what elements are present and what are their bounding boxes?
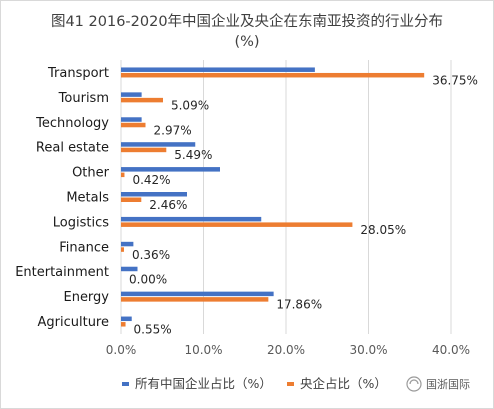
x-tick-label: 0.0% — [106, 343, 137, 357]
watermark-text: 国浙国际 — [426, 378, 470, 391]
category-label: Real estate — [36, 141, 109, 156]
data-label: 0.00% — [129, 273, 167, 287]
data-label: 0.42% — [132, 173, 170, 187]
legend-swatch-soe — [287, 382, 294, 386]
bar-all-companies — [121, 117, 142, 122]
bar-central-soe — [121, 297, 269, 302]
category-label: Other — [72, 166, 110, 181]
data-label: 17.86% — [276, 298, 322, 312]
data-label: 5.49% — [174, 148, 212, 162]
bar-all-companies — [121, 266, 138, 272]
category-label: Technology — [35, 116, 109, 131]
legend: 所有中国企业占比（%） 央企占比（%） — [122, 376, 387, 391]
data-label: 0.55% — [134, 323, 172, 337]
bar-all-companies — [121, 241, 134, 247]
chart-title: 图41 2016-2020年中国企业及央企在东南亚投资的行业分布 — [51, 12, 443, 30]
bar-central-soe — [121, 147, 167, 153]
bar-central-soe — [121, 247, 124, 252]
legend-label-soe: 央企占比（%） — [300, 376, 387, 391]
watermark-logo-arc — [409, 379, 419, 385]
bars — [121, 67, 425, 327]
data-label: 0.36% — [132, 248, 170, 262]
category-label: Agriculture — [38, 315, 110, 330]
x-tick-label: 40.0% — [432, 343, 470, 357]
x-tick-label: 20.0% — [267, 343, 305, 357]
legend-swatch-all — [122, 382, 129, 386]
grid-lines — [120, 60, 452, 334]
data-label: 28.05% — [360, 223, 406, 237]
data-labels: 36.75% 5.09% 2.97% 5.49% 0.42% 2.46% 28.05% 0.3… — [129, 73, 478, 336]
data-label: 2.46% — [149, 198, 187, 212]
chart-subtitle: (%) — [234, 34, 259, 50]
bar-central-soe — [121, 197, 142, 202]
bar-all-companies — [121, 192, 187, 197]
x-tick-label: 10.0% — [184, 343, 222, 357]
data-label: 5.09% — [171, 98, 209, 112]
bar-all-companies — [121, 67, 315, 72]
category-label: Energy — [63, 290, 109, 305]
data-label: 36.75% — [432, 73, 478, 87]
bar-all-companies — [121, 167, 220, 172]
x-tick-labels: 0.0% 10.0% 20.0% 30.0% 40.0% — [106, 343, 470, 357]
category-label: Metals — [66, 191, 109, 206]
category-label: Finance — [59, 240, 109, 255]
bar-all-companies — [121, 291, 274, 297]
watermark-logo-icon — [406, 376, 422, 392]
bar-all-companies — [121, 316, 132, 322]
category-labels: Transport Tourism Technology Real estate Oth… — [15, 66, 109, 330]
category-label: Transport — [47, 66, 109, 81]
bar-central-soe — [121, 172, 125, 178]
x-tick-label: 30.0% — [349, 343, 387, 357]
bar-central-soe — [121, 122, 146, 128]
bar-central-soe — [121, 222, 353, 227]
bar-central-soe — [121, 322, 126, 327]
category-label: Tourism — [58, 91, 109, 106]
bar-all-companies — [121, 142, 196, 147]
bar-all-companies — [121, 216, 262, 222]
category-label: Logistics — [53, 215, 109, 230]
category-label: Entertainment — [15, 265, 109, 280]
bar-all-companies — [121, 92, 142, 97]
data-label: 2.97% — [154, 123, 192, 137]
watermark: 国浙国际 — [406, 376, 470, 392]
legend-label-all: 所有中国企业占比（%） — [135, 376, 272, 391]
bar-central-soe — [121, 72, 425, 78]
bar-central-soe — [121, 97, 163, 103]
